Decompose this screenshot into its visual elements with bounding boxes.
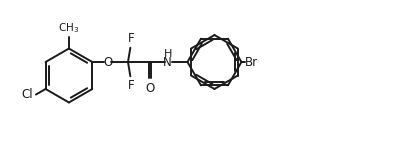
Text: F: F bbox=[128, 79, 134, 92]
Text: N: N bbox=[163, 56, 172, 69]
Text: F: F bbox=[128, 32, 134, 45]
Text: Cl: Cl bbox=[21, 88, 33, 101]
Text: O: O bbox=[103, 56, 112, 69]
Text: Br: Br bbox=[244, 56, 257, 69]
Text: H: H bbox=[163, 49, 171, 59]
Text: O: O bbox=[145, 82, 154, 95]
Text: CH$_3$: CH$_3$ bbox=[58, 21, 79, 35]
